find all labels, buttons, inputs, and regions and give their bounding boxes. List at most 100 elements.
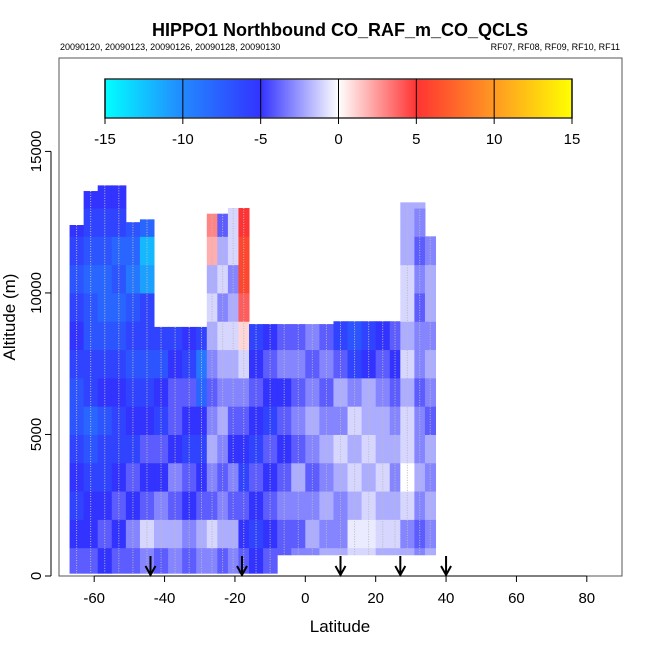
heatmap-cell (97, 208, 113, 237)
heatmap-cell (375, 377, 391, 407)
heatmap-cell (347, 377, 363, 407)
heatmap-cell (154, 406, 169, 435)
heatmap-cell (125, 236, 141, 266)
heatmap-cell (400, 264, 415, 294)
heatmap-cell (125, 222, 141, 237)
heatmap-cell (319, 519, 334, 549)
heatmap-cell (291, 434, 306, 464)
heatmap-cell (424, 321, 437, 351)
heatmap-cell (238, 462, 250, 492)
heatmap-cell (97, 349, 113, 379)
heatmap-cell (168, 406, 183, 435)
heatmap-cell (414, 292, 426, 322)
down-arrow-marker (334, 556, 347, 578)
heatmap-cell (347, 321, 363, 351)
heatmap-cell (263, 349, 278, 379)
heatmap-cell (182, 406, 197, 435)
heatmap-cell (154, 519, 169, 549)
x-tick-label: 80 (578, 590, 595, 607)
heatmap-cell (347, 406, 363, 435)
heatmap-cell (83, 377, 99, 407)
heatmap-cell (196, 519, 208, 549)
heatmap-cells (69, 185, 437, 574)
heatmap-cell (277, 406, 292, 435)
heatmap-cell (111, 185, 127, 209)
heatmap-cell (414, 519, 426, 549)
heatmap-cell (424, 236, 437, 266)
down-arrow-marker (394, 556, 407, 578)
heatmap-cell (139, 491, 155, 520)
heatmap-cell (139, 321, 155, 351)
x-tick-label: -40 (154, 590, 176, 607)
heatmap-cell (217, 213, 229, 237)
heatmap-cell (424, 292, 437, 322)
heatmap-cell (227, 264, 239, 294)
heatmap-cell (83, 191, 99, 209)
heatmap-cell (154, 349, 169, 379)
heatmap-cell (154, 434, 169, 464)
heatmap-cell (196, 406, 208, 435)
heatmap-cell (206, 321, 218, 351)
colorbar-tick-label: -5 (254, 131, 267, 148)
heatmap-cell (277, 491, 292, 520)
heatmap-cell (111, 292, 127, 322)
heatmap-cell (389, 491, 401, 520)
heatmap-cell (125, 547, 141, 574)
heatmap-cell (319, 434, 334, 464)
x-tick-label: 60 (508, 590, 525, 607)
heatmap-cell (227, 462, 239, 492)
heatmap-cell (414, 349, 426, 379)
colorbar-tick-label: -15 (94, 131, 116, 148)
heatmap-cell (347, 491, 363, 520)
colorbar: -15 -10 -5 0 5 10 15 (94, 78, 580, 148)
heatmap-cell (182, 547, 197, 574)
heatmap-cell (305, 434, 320, 464)
heatmap-cell (97, 185, 113, 209)
heatmap-cell (227, 377, 239, 407)
heatmap-cell (424, 406, 437, 435)
colorbar-tick-label: -10 (172, 131, 194, 148)
heatmap-cell (319, 349, 334, 379)
y-tick-label: 15000 (28, 131, 45, 173)
colorbar-tick-label: 0 (334, 131, 342, 148)
heatmap-cell (227, 292, 239, 322)
heatmap-cell (238, 377, 250, 407)
heatmap-cell (424, 519, 437, 549)
heatmap-cell (139, 264, 155, 294)
heatmap-cell (97, 462, 113, 492)
heatmap-cell (206, 406, 218, 435)
heatmap-cell (291, 519, 306, 549)
colorbar-tick-label: 5 (412, 131, 420, 148)
heatmap-cell (196, 434, 208, 464)
heatmap-cell (69, 377, 85, 407)
heatmap-cell (217, 406, 229, 435)
heatmap-cell (83, 547, 99, 574)
heatmap-cell (414, 434, 426, 464)
heatmap-cell (168, 519, 183, 549)
heatmap-cell (305, 349, 320, 379)
heatmap-cell (168, 547, 183, 574)
heatmap-cell (139, 349, 155, 379)
axes: -60 -40 -20 0 20 40 60 80 0 5000 10000 15000 (28, 131, 595, 607)
heatmap-cell (69, 434, 85, 464)
heatmap-cell (238, 491, 250, 520)
heatmap-cell (154, 491, 169, 520)
heatmap-cell (389, 321, 401, 351)
heatmap-cell (249, 519, 264, 549)
heatmap-cell (111, 208, 127, 237)
heatmap-cell (168, 491, 183, 520)
heatmap-cell (263, 406, 278, 435)
heatmap-cell (69, 292, 85, 322)
heatmap-cell (217, 547, 229, 574)
heatmap-cell (154, 547, 169, 574)
heatmap-cell (249, 491, 264, 520)
heatmap-cell (375, 491, 391, 520)
heatmap-cell (97, 377, 113, 407)
heatmap-cell (125, 434, 141, 464)
heatmap-cell (389, 377, 401, 407)
down-arrow-marker (440, 556, 452, 578)
heatmap-cell (196, 326, 208, 351)
heatmap-cell (196, 491, 208, 520)
heatmap-cell (277, 547, 292, 556)
